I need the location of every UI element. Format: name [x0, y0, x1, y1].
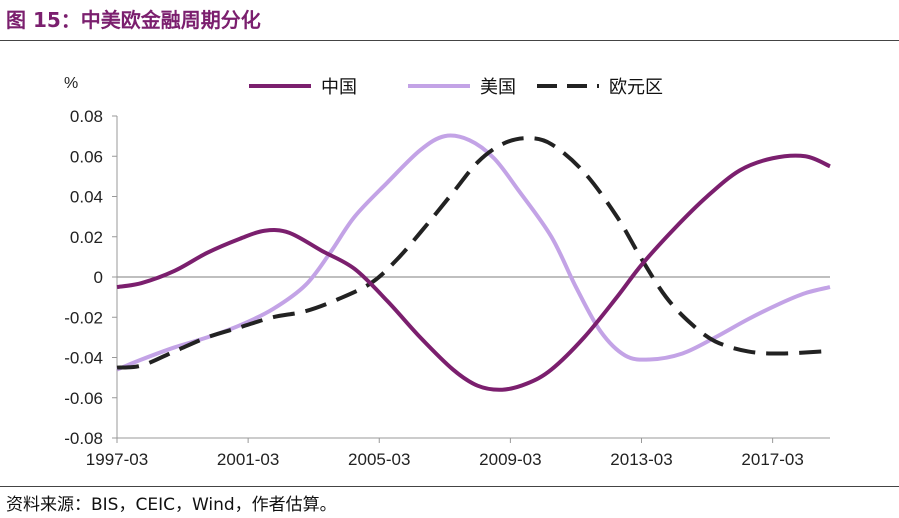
series-line-euro	[116, 136, 822, 370]
x-tick-label: 2013-03	[610, 450, 672, 469]
legend-label-us: 美国	[480, 77, 516, 98]
axes: 0.08 0.06 0.04 0.02 0 -0.02 -0.04 -0.06 -0.08 199…	[64, 107, 830, 469]
top-divider	[0, 40, 899, 41]
legend-label-euro: 欧元区	[609, 77, 663, 98]
x-tick-label: 2001-03	[217, 450, 279, 469]
y-tick-label: 0.08	[70, 107, 103, 126]
legend: 中国 美国 欧元区	[249, 77, 663, 98]
x-tick-label: 2009-03	[479, 450, 541, 469]
series-layer	[116, 133, 831, 392]
y-tick-label: -0.06	[64, 389, 103, 408]
y-tick-label: 0	[94, 268, 103, 287]
legend-label-china: 中国	[321, 77, 357, 98]
source-note: 资料来源：BIS，CEIC，Wind，作者估算。	[6, 495, 337, 515]
y-tick-label: 0.02	[70, 228, 103, 247]
x-tick-label: 1997-03	[86, 450, 148, 469]
x-tick-label: 2005-03	[348, 450, 410, 469]
y-tick-label: -0.04	[64, 349, 103, 368]
bottom-divider	[0, 486, 899, 487]
y-tick-label: 0.06	[70, 147, 103, 166]
y-unit-label: %	[64, 75, 78, 92]
series-line-china	[116, 153, 831, 392]
x-tick-label: 2017-03	[741, 450, 803, 469]
line-chart: % 0.08 0.06 0.04 0.02 0 -0.02 -0.04 -0.06 -0.08 1…	[64, 75, 831, 469]
series-line-us	[116, 133, 831, 372]
y-tick-label: -0.02	[64, 308, 103, 327]
y-tick-label: -0.08	[64, 429, 103, 448]
figure-title: 图 15：中美欧金融周期分化	[6, 8, 261, 32]
y-tick-label: 0.04	[70, 188, 103, 207]
